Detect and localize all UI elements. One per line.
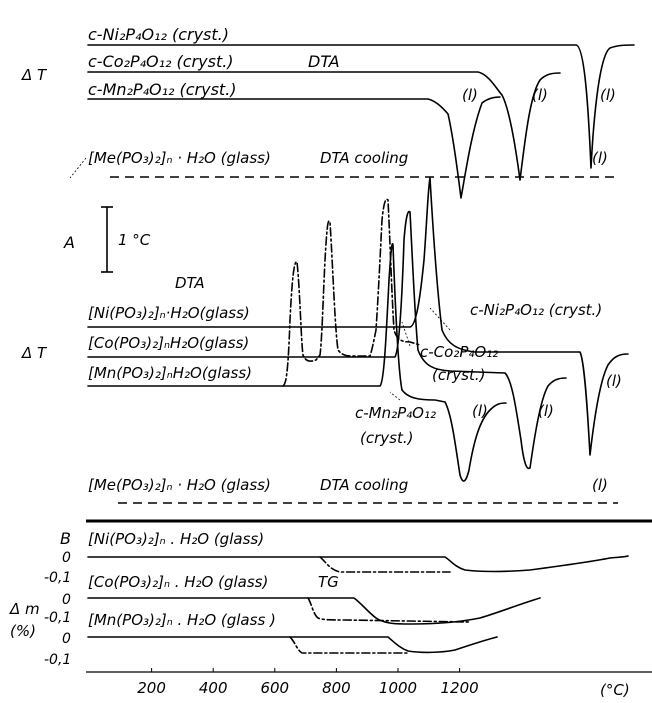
mn-glass-label: [Mn(PO₃)₂]ₙH₂O(glass): [88, 364, 252, 382]
y-tick-0-b: 0: [62, 592, 71, 608]
leader-co-cryst: [401, 321, 411, 347]
ni-cryst-annotation: c-Ni₂P₄O₁₂ (cryst.): [470, 301, 602, 319]
curve-co-glass-dta: [87, 210, 567, 470]
tg-ni-label: [Ni(PO₃)₂]ₙ . H₂O (glass): [88, 530, 264, 548]
curve-tg-co: [87, 597, 541, 625]
y-tick-0-a: 0: [62, 550, 71, 566]
x-tick-label-600: 600: [260, 679, 289, 697]
curve-ni-cryst-dta: [87, 44, 635, 169]
curve-tg-ni: [87, 555, 629, 573]
liquid-label-ni-top: (l): [600, 86, 616, 104]
curve-tg-mn-cooling: [289, 636, 409, 654]
curve-co-cryst-dta: [87, 71, 561, 181]
x-axis-unit: (°C): [600, 681, 630, 699]
scale-bar-label: 1 °C: [118, 231, 151, 249]
co-glass-label: [Co(PO₃)₂]ₙH₂O(glass): [88, 334, 249, 352]
curve-dta-cooling-dash-dot: [282, 198, 421, 387]
mn-cryst-annotation: c-Mn₂P₄O₁₂: [355, 404, 436, 422]
curve-tg-ni-cooling: [319, 556, 451, 573]
percent-label: (%): [10, 622, 36, 640]
y-tick-m01-b: -0,1: [44, 610, 71, 626]
ni-glass-label: [Ni(PO₃)₂]ₙ·H₂O(glass): [88, 304, 250, 322]
scale-bar: [101, 206, 113, 273]
delta-m-label: Δ m: [9, 600, 40, 618]
curve-mn-glass-dta: [87, 243, 507, 482]
mn-cryst-note: (cryst.): [360, 429, 413, 447]
x-tick-label-200: 200: [137, 679, 166, 697]
dta-top-label: DTA: [308, 52, 340, 71]
liquid-label-cooling-top: (l): [592, 149, 608, 167]
delta-t-label-mid: Δ T: [21, 344, 48, 362]
dta-mid-label: DTA: [175, 274, 205, 292]
curve-mn-cryst-dta: [87, 96, 501, 199]
delta-t-label-top: Δ T: [21, 66, 48, 84]
co-cryst-annotation: c-Co₂P₄O₁₂: [420, 343, 498, 361]
curve-tg-co-cooling: [307, 597, 471, 623]
liquid-label-co-top: (l): [532, 86, 548, 104]
liquid-label-co-mid: (l): [538, 402, 554, 420]
me-glass-label-bottom: [Me(PO₃)₂]ₙ · H₂O (glass): [88, 476, 271, 494]
leader-mn-cryst: [389, 391, 401, 401]
x-tick-label-1000: 1000: [379, 679, 417, 697]
me-glass-label-top: [Me(PO₃)₂]ₙ · H₂O (glass): [88, 149, 271, 167]
liquid-label-ni-mid: (l): [606, 372, 622, 390]
y-tick-m01-c: -0,1: [44, 652, 71, 668]
y-tick-0-c: 0: [62, 631, 71, 647]
panel-a-label: A: [63, 233, 75, 252]
dta-cooling-label-bottom: DTA cooling: [320, 476, 408, 494]
liquid-label-cooling-bottom: (l): [592, 476, 608, 494]
ni-cryst-label: c-Ni₂P₄O₁₂ (cryst.): [88, 25, 229, 44]
x-tick-label-800: 800: [322, 679, 351, 697]
tg-mn-label: [Mn(PO₃)₂]ₙ . H₂O (glass ): [88, 611, 276, 629]
panel-b-label: B: [60, 529, 71, 548]
dta-cooling-label-top: DTA cooling: [320, 149, 408, 167]
x-tick-label-400: 400: [199, 679, 228, 697]
x-tick-label-1200: 1200: [441, 679, 479, 697]
curve-tg-mn: [87, 636, 498, 654]
x-axis-ticks: 200 400 600 800 1000 1200: [137, 668, 479, 697]
liquid-label-mn-mid: (l): [472, 402, 488, 420]
tg-co-label: [Co(PO₃)₂]ₙ . H₂O (glass): [88, 573, 268, 591]
y-tick-m01-a: -0,1: [44, 570, 71, 586]
curve-ni-glass-dta: [87, 177, 629, 456]
leader-top: [69, 157, 87, 179]
co-cryst-note: (cryst.): [432, 366, 485, 384]
leader-ni-cryst: [429, 307, 451, 331]
co-cryst-label: c-Co₂P₄O₁₂ (cryst.): [88, 52, 234, 71]
liquid-label-mn-top: (l): [462, 86, 478, 104]
mn-cryst-label: c-Mn₂P₄O₁₂ (cryst.): [88, 80, 237, 99]
tg-label: TG: [318, 573, 339, 591]
